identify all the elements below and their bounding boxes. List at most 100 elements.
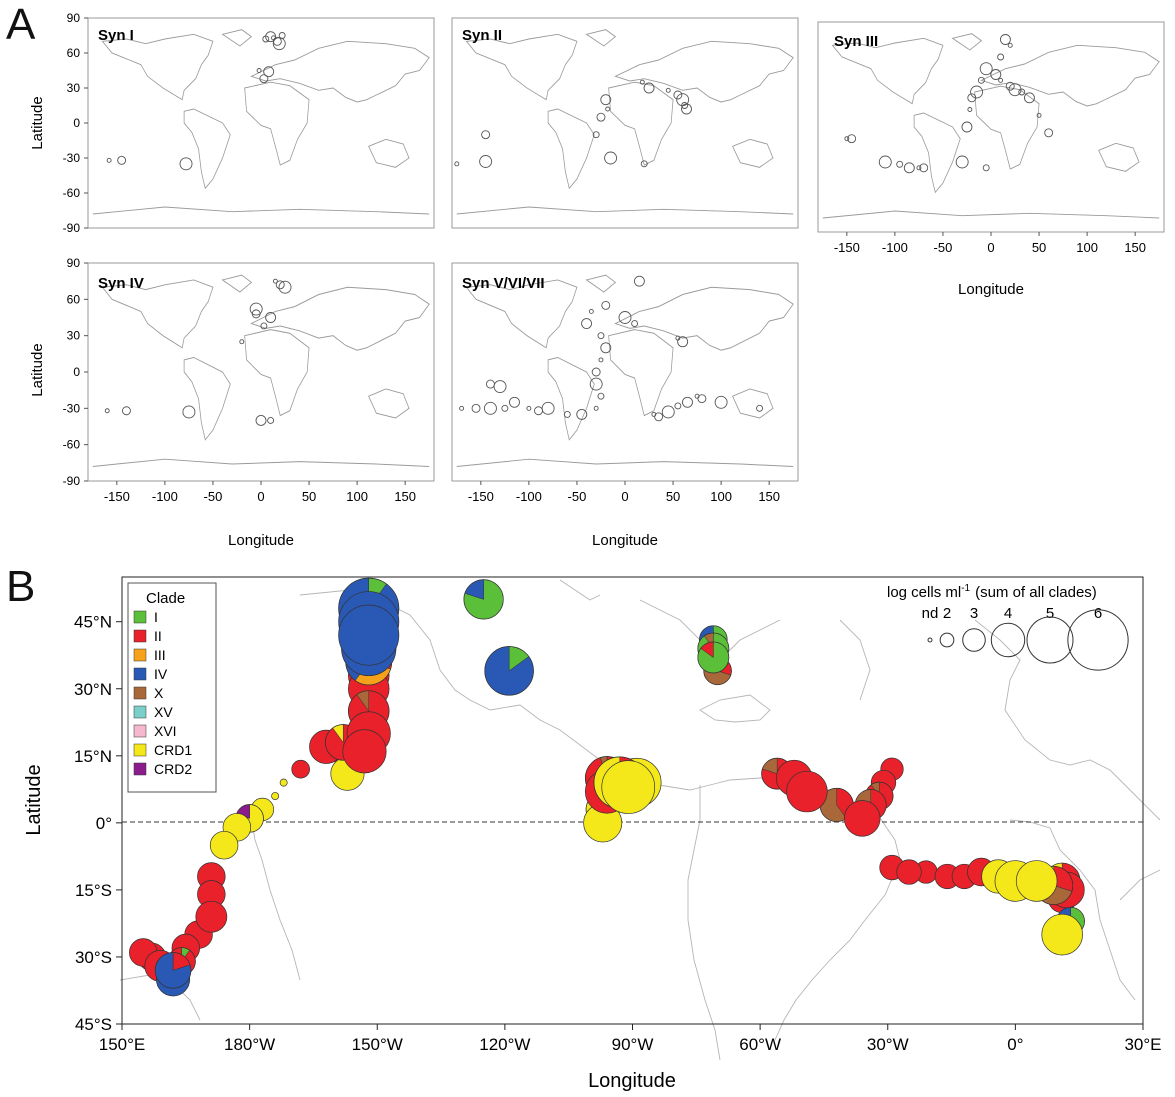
x-tick-label: 50 [666,489,680,504]
y-tick-label: 45°N [74,613,112,632]
x-tick-label: -50 [204,489,223,504]
clade-pie [338,604,400,666]
map-points [104,278,292,426]
size-legend-circle [927,637,933,643]
sample-point [681,102,689,109]
legend-swatch [133,648,147,662]
sample-point [592,131,600,139]
x-tick-label: 30°W [867,1035,909,1054]
panel-a-letter: A [6,0,36,49]
y-axis-label: Latitude [29,96,46,149]
sample-point [471,403,481,413]
x-tick-label: -100 [516,489,542,504]
pie-slice [195,900,228,933]
sample-point [483,401,497,415]
legend-label: I [154,609,158,625]
sample-point [643,82,655,94]
legend-swatch [133,743,147,757]
y-tick-label: 0° [96,814,112,833]
x-tick-label: 0 [621,489,628,504]
y-tick-label: -90 [63,221,81,235]
legend-swatch [133,667,147,681]
map-syn-iv: Syn IV [87,262,435,482]
sample-point [999,34,1011,45]
y-tick-label: 30°S [75,948,112,967]
y-tick-label: 90 [67,256,81,270]
y-tick-label: -60 [63,186,81,200]
sample-point [179,157,193,171]
map-syn-i: Syn I [87,17,435,229]
map-points [459,275,764,422]
pie-outline [463,579,504,620]
sample-point [597,332,605,340]
sample-point [479,155,493,168]
sample-point [977,76,985,84]
y-tick-label: 0 [73,116,80,130]
legend-swatch [133,762,147,776]
x-tick-label: 150 [1124,240,1146,255]
sample-point [967,107,973,112]
size-legend-circle [962,628,986,652]
sample-point [104,408,110,414]
clade-pie [786,770,828,813]
sample-point [1023,92,1035,104]
map-frame [817,21,1165,233]
x-tick-label: 150°W [352,1035,403,1054]
clade-pie [896,859,922,885]
x-tick-label: -50 [934,240,953,255]
y-axis-label: Latitude [23,764,45,835]
sample-point [1008,83,1022,97]
sample-point [756,404,764,412]
x-tick-label: 150 [758,489,780,504]
sample-point [581,318,593,330]
sample-point [633,275,645,287]
clade-pie [697,641,730,674]
sample-point [255,414,267,426]
map-title: Syn III [834,33,878,50]
y-tick-label: 60 [67,46,81,60]
sample-point [106,157,112,163]
sample-point [249,302,263,316]
sample-point [598,357,604,363]
sample-point [1044,128,1054,138]
sample-point [682,396,693,408]
legend-swatch [133,629,147,643]
sample-point [597,392,605,400]
sample-point [272,37,286,51]
clade-pie [279,778,288,787]
y-tick-label: 90 [67,11,81,25]
x-tick-label: 30°E [1124,1035,1161,1054]
size-legend-label: 2 [943,605,951,622]
pie-slice [209,830,239,860]
pie-slice [271,792,280,800]
x-tick-label: 60°W [739,1035,781,1054]
y-tick-label: 15°N [74,747,112,766]
x-axis-label: Longitude [592,532,658,549]
size-legend-superscript: -1 [961,583,970,594]
pie-slice [1041,913,1083,956]
x-tick-label: -100 [152,489,178,504]
sample-point [593,405,599,411]
sample-point [640,160,648,168]
sample-point [265,312,277,323]
legend-label: IV [154,666,168,682]
sample-point [459,405,465,411]
sample-point [847,134,857,144]
sample-point [278,280,292,294]
map-title: Syn II [462,27,502,44]
sample-point [903,162,915,174]
size-legend-label: 4 [1004,605,1012,622]
pie-outline [697,641,730,674]
sample-point [267,416,275,424]
map-frame [87,17,435,229]
sample-point [878,155,892,169]
sample-point [673,90,683,100]
map-points [106,31,286,171]
sample-point [509,396,520,408]
sample-point [990,69,1002,80]
clade-pie [1041,913,1083,956]
sample-point [596,112,606,122]
x-tick-label: 50 [302,489,316,504]
